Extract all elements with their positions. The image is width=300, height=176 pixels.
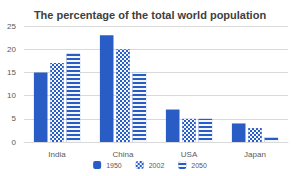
svg-text:20: 20: [7, 45, 16, 54]
svg-text:2002: 2002: [149, 162, 165, 169]
svg-text:15: 15: [7, 68, 16, 77]
svg-text:USA: USA: [181, 150, 198, 159]
svg-text:0: 0: [12, 138, 17, 147]
svg-text:Japan: Japan: [244, 150, 266, 159]
svg-text:India: India: [48, 150, 66, 159]
svg-text:The percentage of the total wo: The percentage of the total world popula…: [34, 9, 267, 21]
svg-text:China: China: [113, 150, 134, 159]
svg-text:25: 25: [7, 22, 16, 31]
svg-text:2050: 2050: [191, 162, 207, 169]
svg-text:10: 10: [7, 91, 16, 100]
svg-text:1950: 1950: [106, 162, 122, 169]
svg-text:5: 5: [12, 114, 17, 123]
